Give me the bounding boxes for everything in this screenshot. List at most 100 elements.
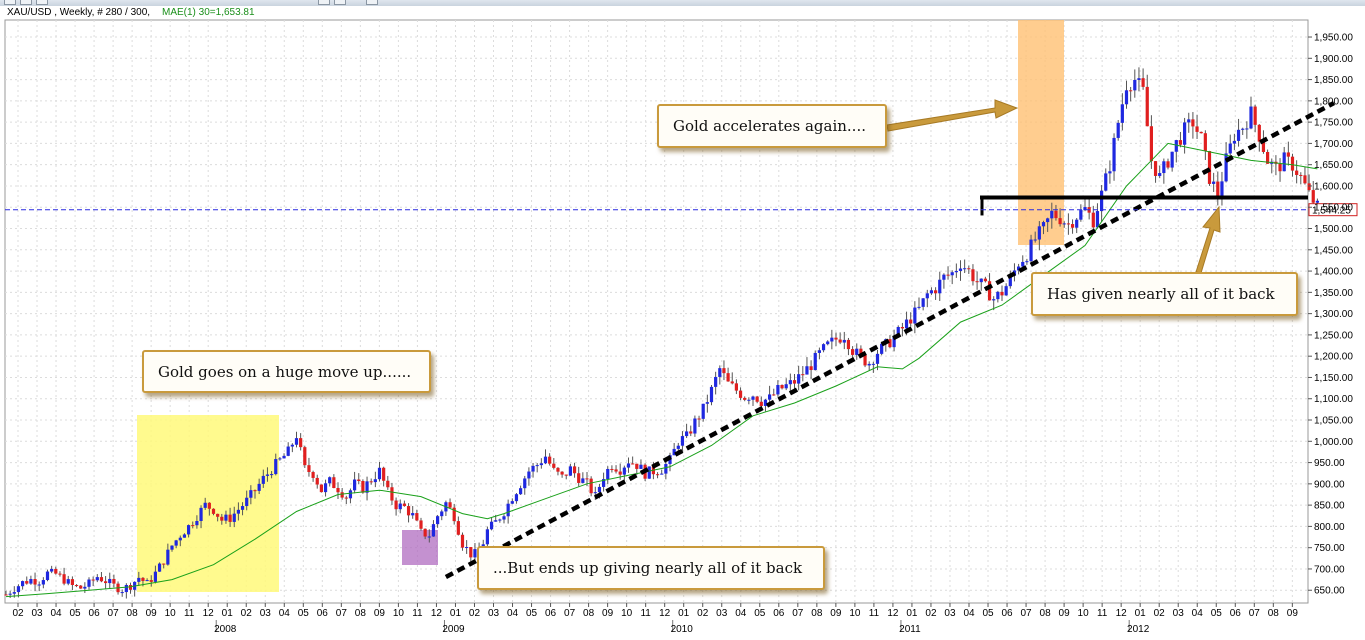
candle-up [282, 455, 286, 459]
candle-up [328, 477, 332, 484]
candle-down [1299, 174, 1303, 176]
candle-down [357, 479, 361, 481]
candle-up [485, 529, 489, 545]
y-tick-label: 1,850.00 [1314, 75, 1353, 86]
candle-up [465, 547, 469, 549]
y-tick-label: 1,900.00 [1314, 54, 1353, 65]
candle-down [1286, 152, 1290, 157]
toolbar-button[interactable] [4, 0, 16, 5]
x-tick-label: 09 [374, 608, 386, 619]
candle-down [1207, 151, 1212, 184]
candle-up [647, 466, 651, 479]
x-tick-label: 03 [488, 608, 500, 619]
candle-down [572, 466, 577, 474]
x-tick-label: 01 [450, 608, 462, 619]
candle-down [406, 506, 411, 516]
x-tick-label: 09 [830, 608, 842, 619]
candle-down [1129, 90, 1133, 92]
y-tick-label: 700.00 [1314, 564, 1345, 575]
last-price-box [1308, 203, 1358, 217]
y-tick-label: 1,950.00 [1314, 33, 1353, 44]
candle-up [294, 438, 299, 445]
candle-down [738, 390, 743, 398]
candle-down [448, 502, 452, 508]
candle-down [216, 513, 220, 517]
candle-up [880, 343, 884, 354]
candle-down [734, 383, 738, 391]
x-tick-label: 05 [754, 608, 766, 619]
candle-down [610, 468, 614, 470]
x-tick-label: 09 [602, 608, 614, 619]
candle-down [315, 477, 319, 485]
x-tick-label: 06 [1001, 608, 1013, 619]
x-tick-label: 09 [1059, 608, 1071, 619]
candle-up [224, 514, 228, 521]
candle-up [639, 464, 643, 469]
candle-up [290, 444, 294, 447]
x-tick-label: 07 [108, 608, 120, 619]
toolbar-button[interactable] [20, 0, 32, 5]
candle-up [265, 474, 270, 476]
candle-up [705, 402, 709, 404]
candle-down [909, 319, 913, 324]
candle-up [411, 513, 415, 516]
candle-up [593, 492, 597, 494]
candle-up [1224, 153, 1228, 182]
candle-up [41, 580, 45, 585]
y-tick-label: 1,700.00 [1314, 139, 1353, 150]
candle-up [95, 577, 99, 581]
x-tick-label: 05 [1211, 608, 1223, 619]
candle-down [311, 472, 315, 478]
candle-down [564, 474, 568, 476]
annotation-arrows [886, 99, 1221, 274]
candle-up [1108, 171, 1112, 174]
candle-down [1070, 224, 1075, 228]
toolbar-button[interactable] [334, 0, 346, 5]
candle-up [1116, 122, 1120, 138]
candle-up [187, 525, 191, 535]
candle-down [415, 513, 419, 521]
candle-down [888, 339, 892, 348]
callout-accelerates: Gold accelerates again.... [657, 104, 887, 148]
candle-down [307, 465, 311, 473]
year-label: 2011 [899, 624, 921, 635]
candle-up [1017, 266, 1021, 271]
x-tick-label: 11 [184, 608, 195, 619]
candle-up [21, 581, 25, 587]
callout-huge-move-text: Gold goes on a huge move up...... [158, 362, 412, 381]
candle-down [469, 547, 473, 558]
toolbar-button[interactable] [318, 0, 330, 5]
candle-up [1104, 173, 1108, 191]
y-tick-label: 1,200.00 [1314, 352, 1353, 363]
candle-down [1054, 210, 1058, 219]
candle-down [386, 480, 390, 488]
candle-up [904, 319, 909, 329]
candle-up [498, 519, 502, 521]
x-tick-label: 02 [1154, 608, 1166, 619]
candle-down [1153, 161, 1158, 176]
x-tick-label: 11 [412, 608, 423, 619]
candle-up [145, 580, 149, 582]
candle-down [780, 384, 784, 389]
candle-down [1178, 140, 1183, 145]
candle-down [456, 521, 460, 535]
candle-up [514, 494, 519, 502]
candle-down [99, 577, 104, 582]
candle-up [377, 467, 382, 480]
toolbar-button[interactable] [366, 0, 378, 5]
toolbar-button[interactable] [36, 0, 48, 5]
candle-up [1029, 239, 1033, 262]
candle-up [1037, 226, 1041, 240]
y-tick-label: 750.00 [1314, 543, 1345, 554]
candle-down [1266, 151, 1270, 164]
candle-down [801, 374, 805, 376]
candle-down [589, 478, 593, 494]
candle-up [153, 571, 157, 582]
candle-down [336, 488, 340, 493]
x-tick-label: 08 [1040, 608, 1052, 619]
candle-up [855, 348, 859, 355]
candle-up [398, 503, 402, 510]
x-tick-label: 04 [963, 608, 975, 619]
x-tick-label: 08 [355, 608, 367, 619]
